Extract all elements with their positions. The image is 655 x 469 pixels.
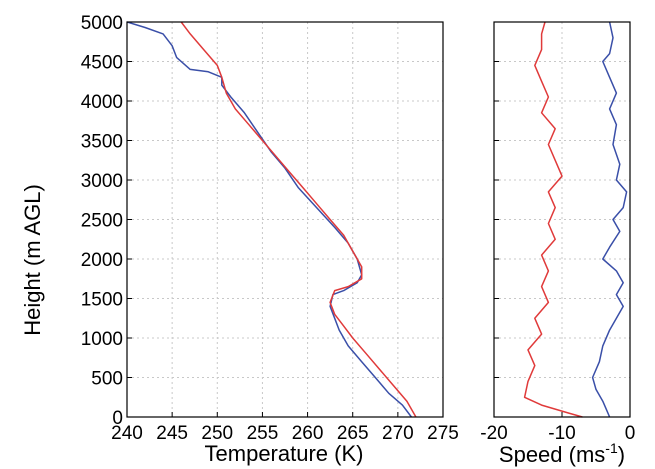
x-tick-label: -20	[480, 423, 507, 444]
x-tick-label: 245	[156, 423, 188, 444]
x-tick-label: 270	[382, 423, 414, 444]
speed-axis-label-close: )	[618, 442, 625, 467]
y-tick-label: 4500	[81, 53, 123, 74]
red-series-line	[523, 21, 583, 418]
temperature-grid	[126, 21, 444, 418]
blue-series-line	[591, 21, 628, 418]
x-tick-label: 275	[427, 423, 459, 444]
y-tick-label: 3500	[81, 132, 123, 153]
temperature-series	[126, 21, 417, 418]
speed-plot-frame	[493, 21, 631, 418]
height-axis-label: Height (m AGL)	[20, 184, 45, 336]
x-tick-label: 260	[292, 423, 324, 444]
x-tick-label: 265	[337, 423, 369, 444]
y-tick-label: 4000	[81, 92, 123, 113]
y-tick-label: 2000	[81, 250, 123, 271]
y-tick-label: 1000	[81, 329, 123, 350]
speed-series	[523, 21, 628, 418]
x-tick-label: 240	[111, 423, 143, 444]
speed-grid	[493, 21, 631, 418]
height-tick-labels: 0 500 1000 1500 2000 2500 3000 3500 4000 4500 5000	[81, 13, 123, 429]
x-tick-label: 255	[247, 423, 279, 444]
temperature-panel: 0 500 1000 1500 2000 2500 3000 3500 4000 4500 5000…	[20, 13, 459, 466]
temperature-tick-labels: 240 245 250 255 260 265 270 275	[111, 423, 459, 444]
y-tick-label: 2500	[81, 211, 123, 232]
y-tick-label: 500	[91, 369, 123, 390]
speed-tick-labels: -20 -10 0	[480, 423, 635, 444]
x-tick-label: -10	[548, 423, 575, 444]
y-tick-label: 5000	[81, 13, 123, 34]
blue-series-line	[126, 21, 412, 418]
y-tick-label: 3000	[81, 171, 123, 192]
speed-panel: -20 -10 0 Speed (ms-1)	[480, 21, 635, 467]
temperature-axis-label: Temperature (K)	[205, 441, 364, 466]
y-tick-label: 0	[112, 408, 123, 429]
temperature-plot-frame	[126, 21, 444, 418]
speed-axis-label-main: Speed (ms	[499, 442, 605, 467]
x-tick-label: 0	[625, 423, 636, 444]
y-tick-label: 1500	[81, 290, 123, 311]
speed-axis-label-superscript: -1	[605, 440, 618, 456]
red-series-line	[180, 21, 417, 418]
speed-axis-label: Speed (ms-1)	[499, 440, 625, 467]
x-tick-label: 250	[201, 423, 233, 444]
